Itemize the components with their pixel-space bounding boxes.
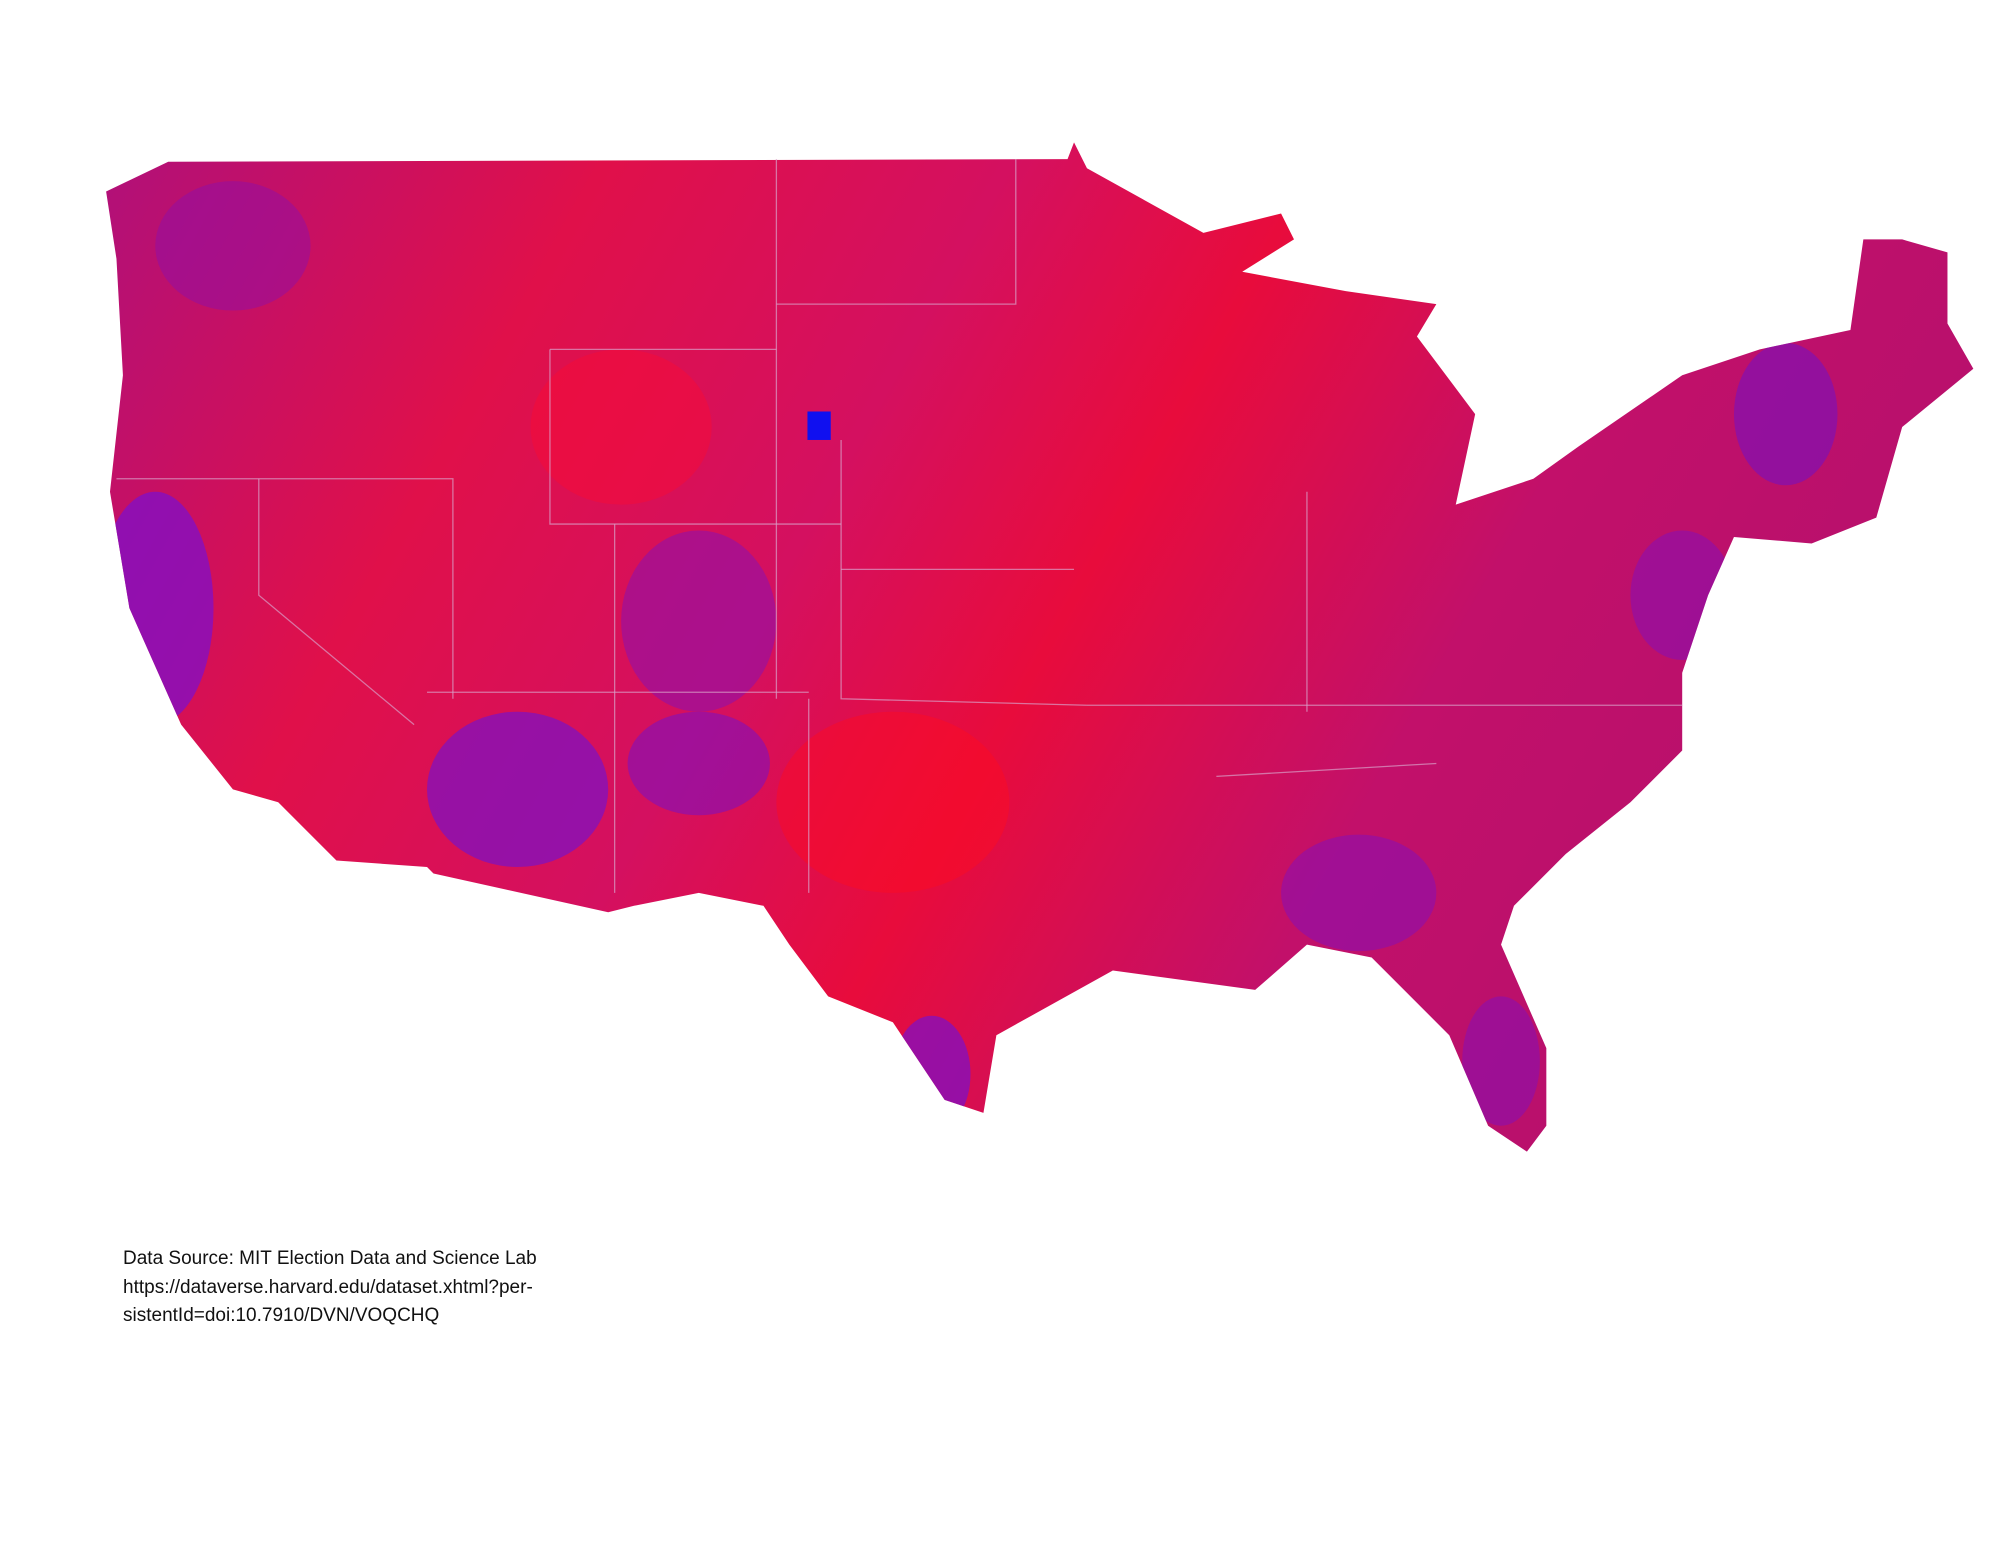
- land: [106, 142, 1974, 1152]
- source-line: Data Source: MIT Election Data and Scien…: [123, 1248, 537, 1269]
- source-line: https://dataverse.harvard.edu/dataset.xh…: [123, 1277, 533, 1298]
- regional-shading: [106, 181, 1838, 1133]
- source-line: sistentId=doi:10.7910/DVN/VOQCHQ: [123, 1305, 439, 1326]
- us-county-map: [106, 142, 1974, 1152]
- state-borders: [116, 159, 1683, 893]
